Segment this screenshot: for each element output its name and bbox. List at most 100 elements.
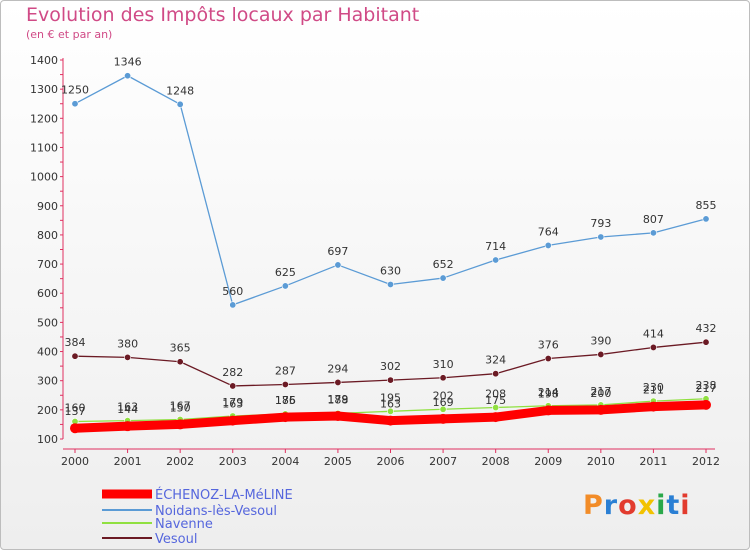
data-label: 202 xyxy=(433,389,454,402)
data-point xyxy=(124,72,132,80)
logo-letter: r xyxy=(603,490,619,521)
data-point xyxy=(492,404,500,412)
data-point xyxy=(332,410,343,421)
data-label: 175 xyxy=(485,394,506,407)
data-label: 310 xyxy=(433,358,454,371)
legend-label: Vesoul xyxy=(155,532,197,547)
data-point xyxy=(385,415,396,426)
legend: ÉCHENOZ-LA-MéLINENoidans-lès-VesoulNaven… xyxy=(102,487,293,547)
y-tick-label: 1100 xyxy=(30,141,58,154)
data-label: 188 xyxy=(327,393,348,406)
data-label: 160 xyxy=(65,402,86,415)
data-point xyxy=(649,343,657,351)
x-tick-label: 2008 xyxy=(482,455,510,468)
y-tick-label: 200 xyxy=(37,404,58,417)
data-label: 376 xyxy=(538,339,559,352)
data-label: 560 xyxy=(222,285,243,298)
x-tick-label: 2001 xyxy=(114,455,142,468)
logo-letter: P xyxy=(583,490,604,521)
data-point xyxy=(70,423,80,434)
data-label: 211 xyxy=(643,384,664,397)
data-point xyxy=(543,405,554,416)
y-tick-label: 800 xyxy=(37,229,58,242)
data-label: 208 xyxy=(485,388,506,401)
data-label: 652 xyxy=(433,258,454,271)
proxiti-logo: Proxiti xyxy=(583,490,691,521)
data-point xyxy=(386,407,394,415)
data-label: 625 xyxy=(275,266,296,279)
data-label: 324 xyxy=(485,354,506,367)
data-point xyxy=(386,280,394,288)
data-label: 414 xyxy=(643,327,664,340)
data-label: 294 xyxy=(327,362,348,375)
y-tick-label: 1400 xyxy=(30,54,58,67)
data-label: 217 xyxy=(590,385,611,398)
logo-letter: t xyxy=(666,490,681,521)
y-tick-label: 100 xyxy=(37,433,58,446)
data-point xyxy=(176,100,184,108)
data-label: 287 xyxy=(275,364,296,377)
data-point xyxy=(438,413,449,424)
data-label: 365 xyxy=(170,342,191,355)
data-label: 179 xyxy=(327,393,348,406)
data-label: 855 xyxy=(696,199,717,212)
data-point xyxy=(280,412,291,423)
logo-letter: i xyxy=(656,490,667,521)
data-label: 179 xyxy=(222,396,243,409)
data-label: 238 xyxy=(696,379,717,392)
data-label: 167 xyxy=(170,399,191,412)
data-label: 214 xyxy=(538,386,559,399)
data-label: 380 xyxy=(117,337,138,350)
data-point xyxy=(492,370,500,378)
x-tick-label: 2012 xyxy=(692,455,720,468)
data-point xyxy=(702,338,710,346)
y-tick-label: 400 xyxy=(37,346,58,359)
data-label: 137 xyxy=(65,405,86,418)
x-tick-label: 2007 xyxy=(429,455,457,468)
legend-label: Navenne xyxy=(155,517,213,532)
data-point xyxy=(124,353,132,361)
data-label: 697 xyxy=(327,245,348,258)
y-tick-label: 600 xyxy=(37,287,58,300)
y-tick-label: 300 xyxy=(37,375,58,388)
y-tick-label: 1000 xyxy=(30,171,58,184)
data-point xyxy=(649,229,657,237)
data-point xyxy=(439,405,447,413)
x-tick-label: 2005 xyxy=(324,455,352,468)
data-label: 150 xyxy=(170,401,191,414)
x-tick-label: 2010 xyxy=(587,455,615,468)
legend-label: Noidans-lès-Vesoul xyxy=(155,504,277,519)
data-label: 384 xyxy=(65,336,86,349)
axes: 1002003004005006007008009001000110012001… xyxy=(30,54,720,468)
data-label: 793 xyxy=(590,217,611,230)
data-label: 175 xyxy=(275,394,296,407)
data-label: 1346 xyxy=(114,56,142,69)
y-tick-label: 700 xyxy=(37,258,58,271)
x-tick-label: 2009 xyxy=(534,455,562,468)
data-point xyxy=(648,401,659,412)
data-label: 714 xyxy=(485,240,506,253)
data-point xyxy=(490,412,501,423)
data-point xyxy=(439,274,447,282)
x-tick-label: 2002 xyxy=(166,455,194,468)
data-label: 302 xyxy=(380,360,401,373)
data-label: 186 xyxy=(275,394,296,407)
data-point xyxy=(71,352,79,360)
data-label: 390 xyxy=(590,334,611,347)
data-label: 169 xyxy=(433,396,454,409)
data-label: 144 xyxy=(117,403,138,416)
data-point xyxy=(229,301,237,309)
y-tick-label: 900 xyxy=(37,200,58,213)
data-point xyxy=(544,355,552,363)
series-layer xyxy=(70,72,711,434)
y-tick-label: 1200 xyxy=(30,112,58,125)
data-point xyxy=(492,256,500,264)
x-tick-label: 2004 xyxy=(271,455,299,468)
logo-letter: x xyxy=(637,490,657,521)
data-point xyxy=(334,261,342,269)
data-label: 282 xyxy=(222,366,243,379)
data-point xyxy=(439,374,447,382)
data-point xyxy=(122,421,133,432)
data-label: 163 xyxy=(380,398,401,411)
